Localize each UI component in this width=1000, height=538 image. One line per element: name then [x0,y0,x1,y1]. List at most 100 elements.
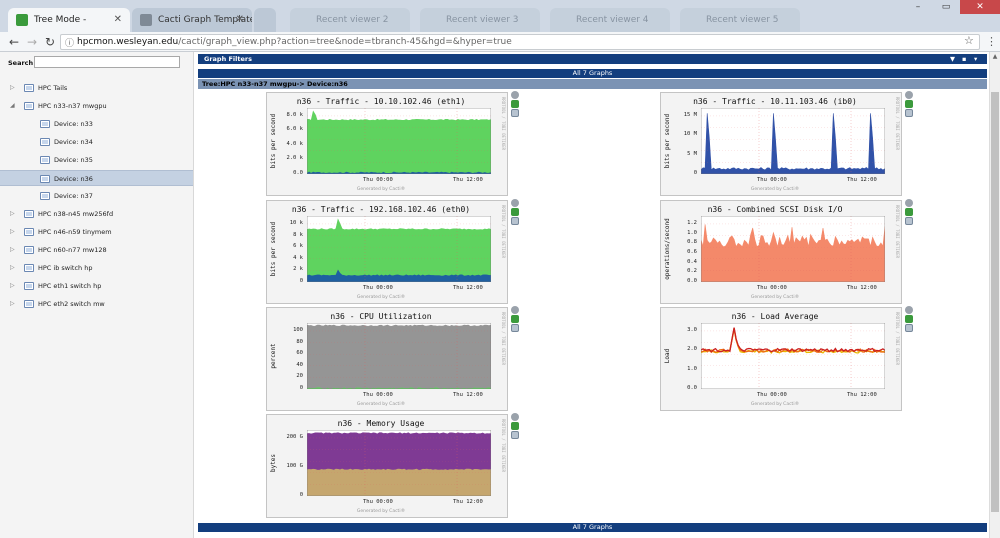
tree-node[interactable]: ▷ HPC Tails [0,80,193,96]
address-bar[interactable]: ⓘ hpcmon.wesleyan.edu/cacti/graph_view.p… [60,34,980,50]
graph-plot-area[interactable] [307,216,491,282]
device-icon [40,192,50,200]
tree-node[interactable]: ▷ HPC eth2 switch mw [0,296,193,312]
tree-node[interactable]: Device: n34 [0,134,193,150]
graph-panel[interactable]: n36 - Memory Usage bytes RRDTOOL / TOBI OE… [266,414,508,518]
filter-icon[interactable]: ▼ [950,55,955,63]
device-icon [40,156,50,164]
gear-icon[interactable] [511,199,519,207]
tree-node-label: HPC n60-n77 mw128 [38,246,107,254]
graph-plot-area[interactable] [701,216,885,282]
page-info-icon[interactable]: ⓘ [65,39,75,49]
maximize-button[interactable]: ▭ [941,2,951,12]
properties-icon[interactable] [511,431,519,439]
y-tick-label: 100 G [286,462,303,469]
properties-icon[interactable] [511,109,519,117]
tree-node[interactable]: Device: n35 [0,152,193,168]
tab-graph-templates[interactable]: Cacti Graph Templates E ✕ [132,8,252,32]
collapsed-arrow-icon[interactable]: ▷ [10,210,15,217]
expanded-arrow-icon[interactable]: ◢ [10,102,15,109]
plot-background [701,323,885,389]
graph-panel[interactable]: n36 - Traffic - 10.10.102.46 (eth1) bits … [266,92,508,196]
properties-icon[interactable] [511,217,519,225]
collapse-icon[interactable]: ▾ [974,55,978,63]
close-window-button[interactable]: ✕ [960,0,1000,14]
tree-node[interactable]: ▷ HPC n60-n77 mw128 [0,242,193,258]
scroll-thumb[interactable] [991,92,999,512]
graph-panel[interactable]: n36 - Traffic - 10.11.103.46 (ib0) bits p… [660,92,902,196]
tree-node[interactable]: ▷ HPC ib switch hp [0,260,193,276]
export-csv-icon[interactable] [905,315,913,323]
browser-toolbar: ← → ↻ ⓘ hpcmon.wesleyan.edu/cacti/graph_… [0,32,1000,52]
gear-icon[interactable] [511,413,519,421]
gear-icon[interactable] [905,91,913,99]
graph-plot-area[interactable] [307,430,491,496]
graph-y-axis-label: bits per second [270,221,277,277]
collapsed-arrow-icon[interactable]: ▷ [10,246,15,253]
bookmark-star-icon[interactable]: ☆ [964,34,974,47]
properties-icon[interactable] [905,324,913,332]
properties-icon[interactable] [905,109,913,117]
tree-node-label: HPC n46-n59 tinymem [38,228,112,236]
generated-by-label: Generated by Cacti® [750,402,800,407]
tree-node[interactable]: ◢ HPC n33-n37 mwgpu [0,98,193,114]
browser-menu-icon[interactable]: ⋮ [986,35,997,48]
graph-plot-area[interactable] [307,108,491,174]
export-csv-icon[interactable] [511,208,519,216]
collapsed-arrow-icon[interactable]: ▷ [10,84,15,91]
search-input[interactable] [34,56,180,68]
scrollbar[interactable]: ▲ [989,52,1000,538]
scroll-up-icon[interactable]: ▲ [992,53,998,60]
minimize-button[interactable]: – [915,2,921,12]
export-csv-icon[interactable] [511,100,519,108]
tree-node[interactable]: ▷ HPC n38-n45 mw256fd [0,206,193,222]
export-csv-icon[interactable] [905,208,913,216]
save-icon[interactable]: ▪ [962,55,967,63]
graph-filters-bar[interactable]: Graph Filters ▼ ▪ ▾ [198,54,987,64]
tree-node[interactable]: Device: n36 [0,170,193,186]
tree-node[interactable]: ▷ HPC n46-n59 tinymem [0,224,193,240]
graph-panel[interactable]: n36 - CPU Utilization percent RRDTOOL / TO… [266,307,508,411]
tab-new[interactable] [254,8,276,32]
x-tick-label: Thu 00:00 [363,499,393,505]
generated-by-label: Generated by Cacti® [356,402,406,407]
gear-icon[interactable] [905,199,913,207]
close-icon[interactable]: ✕ [113,14,122,25]
y-tick-label: 0 [299,278,303,284]
gear-icon[interactable] [511,91,519,99]
graph-panel[interactable]: n36 - Load Average Load RRDTOOL / TOBI OET… [660,307,902,411]
reload-button[interactable]: ↻ [44,35,56,49]
x-tick-label: Thu 12:00 [453,285,483,291]
y-tick-label: 6.0 k [286,126,303,133]
graph-plot-area[interactable] [701,323,885,389]
forward-button[interactable]: → [26,35,38,49]
properties-icon[interactable] [511,324,519,332]
tree-node-label: Device: n36 [54,175,93,183]
gear-icon[interactable] [905,306,913,314]
y-tick-label: 0 [299,385,303,391]
collapsed-arrow-icon[interactable]: ▷ [10,228,15,235]
graph-plot-area[interactable] [307,323,491,389]
tree-node[interactable]: Device: n37 [0,188,193,204]
tree-node-label: Device: n33 [54,120,93,128]
export-csv-icon[interactable] [511,315,519,323]
close-icon[interactable]: ✕ [235,14,244,25]
tree-node-label: HPC n33-n37 mwgpu [38,102,107,110]
back-button[interactable]: ← [8,35,20,49]
graph-plot-area[interactable] [701,108,885,174]
export-csv-icon[interactable] [905,100,913,108]
rrdtool-credit: RRDTOOL / TOBI OETIKER [501,312,506,365]
gear-icon[interactable] [511,306,519,314]
cacti-logo-icon [16,14,28,26]
tree-node[interactable]: Device: n33 [0,116,193,132]
tab-tree-mode[interactable]: Tree Mode - ✕ [8,8,130,32]
graph-panel[interactable]: n36 - Traffic - 192.168.102.46 (eth0) bit… [266,200,508,304]
collapsed-arrow-icon[interactable]: ▷ [10,300,15,307]
tree-node-label: Device: n37 [54,192,93,200]
export-csv-icon[interactable] [511,422,519,430]
tree-node[interactable]: ▷ HPC eth1 switch hp [0,278,193,294]
collapsed-arrow-icon[interactable]: ▷ [10,264,15,271]
properties-icon[interactable] [905,217,913,225]
graph-panel[interactable]: n36 - Combined SCSI Disk I/O operations/s… [660,200,902,304]
collapsed-arrow-icon[interactable]: ▷ [10,282,15,289]
